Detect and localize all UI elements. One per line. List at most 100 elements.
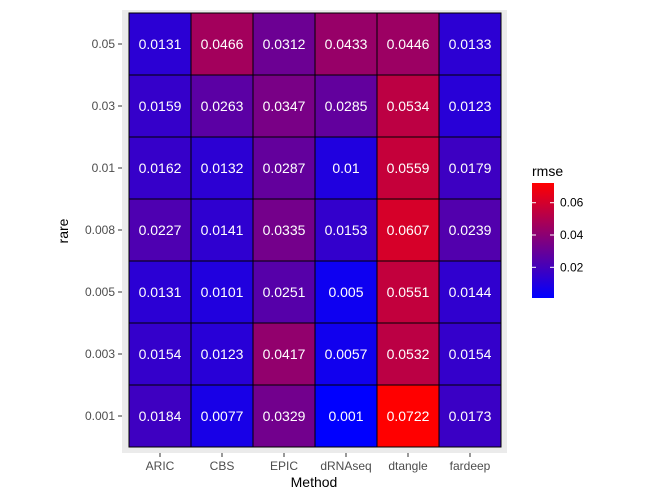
cell-value-label: 0.0179 [449,160,492,176]
heatmap-cell [438,74,502,138]
cell-value-label: 0.0184 [139,408,182,424]
heatmap-cell [252,12,316,76]
cell-value-label: 0.0131 [139,36,182,52]
heatmap-cell [190,74,254,138]
heatmap-cell [190,384,254,448]
x-axis: ARIC CBS EPIC dRNAseq dtangle fardeep [146,453,491,473]
y-tick-label: 0.003 [85,347,115,361]
cell-value-label: 0.01 [332,160,359,176]
legend-ticks: 0.02 0.04 0.06 [532,196,584,274]
cell-value-label: 0.0329 [263,408,306,424]
cell-value-label: 0.0227 [139,222,182,238]
cell-value-label: 0.0101 [201,284,244,300]
heatmap-cell [190,260,254,324]
heatmap-cell [128,384,192,448]
heatmap-cell [314,198,378,262]
heatmap-cell [252,136,316,200]
heatmap-cell [128,260,192,324]
cell-value-label: 0.0141 [201,222,244,238]
heatmap-cell [314,74,378,138]
cell-value-label: 0.0532 [387,346,430,362]
heatmap-cell [376,136,440,200]
cell-value-label: 0.0417 [263,346,306,362]
y-tick-label: 0.001 [85,409,115,423]
cell-value-label: 0.0162 [139,160,182,176]
y-tick-label: 0.005 [85,285,115,299]
x-axis-title: Method [291,474,338,490]
heatmap-cell [438,198,502,262]
x-tick-label: ARIC [146,459,175,473]
legend-title: rmse [532,163,563,179]
heatmap-cell [128,198,192,262]
cell-value-label: 0.0285 [325,98,368,114]
x-tick-label: dtangle [388,459,428,473]
heatmap-cell [376,322,440,386]
heatmap-cell [438,260,502,324]
y-tick-label: 0.008 [85,223,115,237]
x-tick-label: EPIC [270,459,298,473]
cell-value-label: 0.0239 [449,222,492,238]
cell-value-label: 0.0057 [325,346,368,362]
x-tick-label: dRNAseq [320,459,371,473]
cell-value-label: 0.0263 [201,98,244,114]
cell-value-label: 0.0347 [263,98,306,114]
cell-value-label: 0.0722 [387,408,430,424]
heatmap-cell [190,12,254,76]
heatmap-cell [128,136,192,200]
y-tick-label: 0.05 [92,37,116,51]
cell-value-label: 0.001 [328,408,363,424]
cell-value-label: 0.0131 [139,284,182,300]
cell-value-label: 0.0144 [449,284,492,300]
heatmap-cells [128,12,502,448]
heatmap-cell [252,74,316,138]
cell-value-label: 0.0433 [325,36,368,52]
cell-value-label: 0.0287 [263,160,306,176]
heatmap-cell [252,384,316,448]
cell-value-label: 0.0159 [139,98,182,114]
cell-value-label: 0.0153 [325,222,368,238]
cell-value-label: 0.0466 [201,36,244,52]
legend-colorbar [532,183,554,298]
cell-value-label: 0.0534 [387,98,430,114]
heatmap-cell [438,384,502,448]
cell-value-label: 0.0154 [449,346,492,362]
heatmap-cell [376,260,440,324]
legend-tick-label: 0.02 [560,260,584,274]
cell-value-label: 0.0132 [201,160,244,176]
cell-value-label: 0.0607 [387,222,430,238]
heatmap-cell [190,136,254,200]
cell-value-label: 0.0446 [387,36,430,52]
heatmap-cell [128,322,192,386]
x-tick-label: CBS [210,459,235,473]
cell-value-label: 0.0173 [449,408,492,424]
heatmap-cell [252,198,316,262]
legend-tick-label: 0.06 [560,196,584,210]
y-axis: 0.05 0.03 0.01 0.008 0.005 0.003 0.001 [85,37,122,423]
cell-value-label: 0.005 [328,284,363,300]
cell-value-label: 0.0133 [449,36,492,52]
cell-value-label: 0.0335 [263,222,306,238]
heatmap-cell [190,198,254,262]
heatmap-cell [314,136,378,200]
heatmap-cell [376,198,440,262]
cell-value-label: 0.0077 [201,408,244,424]
cell-value-label: 0.0551 [387,284,430,300]
heatmap-cell [128,12,192,76]
legend: rmse 0.02 0.04 0.06 [532,163,584,298]
y-axis-title: rare [55,218,71,243]
heatmap-cell [438,136,502,200]
y-tick-label: 0.01 [92,161,116,175]
heatmap-cell [128,74,192,138]
x-tick-label: fardeep [450,459,491,473]
cell-value-label: 0.0123 [449,98,492,114]
y-tick-label: 0.03 [92,99,116,113]
cell-value-label: 0.0251 [263,284,306,300]
cell-value-label: 0.0559 [387,160,430,176]
legend-tick-label: 0.04 [560,228,584,242]
cell-value-label: 0.0123 [201,346,244,362]
cell-value-label: 0.0312 [263,36,306,52]
cell-value-label: 0.0154 [139,346,182,362]
cell-value-labels: 0.0131 0.0466 0.0312 0.0433 0.0446 0.0133 0.01… [139,36,492,424]
heatmap-cell [376,384,440,448]
